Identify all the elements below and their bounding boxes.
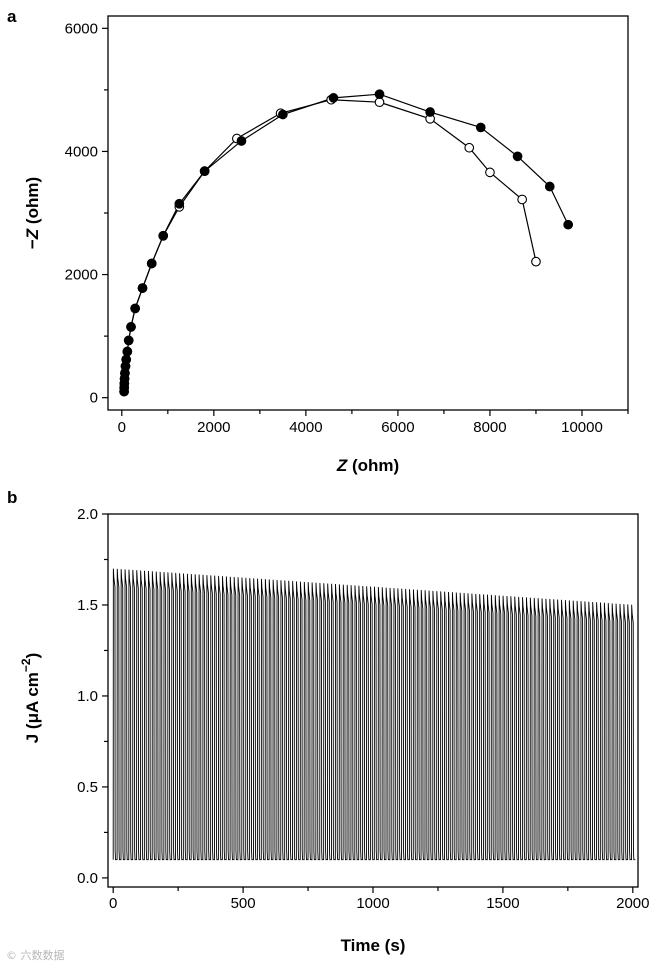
panel-a-point-filled <box>512 151 523 162</box>
panel-a-y-tick-label: 6000 <box>65 20 98 37</box>
panel-b-x-tick-label: 1000 <box>356 895 389 912</box>
panel-b-y-label-main: J (μA cm <box>23 672 42 743</box>
panel-a-point-open <box>464 142 475 153</box>
panel-a-x-ticks: 0 2000 4000 6000 8000 10000 <box>118 410 629 436</box>
panel-a-x-tick-label: 0 <box>118 419 126 436</box>
panel-a-y-label: −Z (ohm) <box>23 177 42 249</box>
panel-a-point-filled <box>425 107 435 117</box>
panel-b-series-line <box>112 568 636 861</box>
panel-a-x-tick-label: 4000 <box>289 419 322 436</box>
panel-a-point-open <box>374 97 385 108</box>
panel-a: a 0 2000 4000 6000 8000 10000 0 2000 4000 6000 Z… <box>7 7 629 475</box>
panel-a-point-filled <box>123 335 134 346</box>
panel-a-y-ticks: 0 2000 4000 6000 <box>65 20 108 407</box>
panel-a-x-tick-label: 8000 <box>473 419 506 436</box>
panel-b-x-label: Time (s) <box>341 936 406 955</box>
panel-a-x-tick-label: 2000 <box>197 419 230 436</box>
panel-a-point-filled <box>236 136 247 146</box>
panel-b-y-tick-label: 1.0 <box>77 688 98 705</box>
panel-a-point-filled <box>374 89 385 100</box>
panel-a-label: a <box>7 7 17 26</box>
panel-b-y-ticks: 0.0 0.5 1.0 1.5 2.0 <box>77 506 108 887</box>
panel-a-series-line-filled <box>123 93 569 392</box>
panel-a-y-tick-label: 2000 <box>65 267 98 284</box>
panel-a-point-filled <box>137 283 148 293</box>
panel-a-y-label-rest: (ohm) <box>23 177 42 229</box>
panel-a-point-filled <box>158 230 169 241</box>
panel-a-point-filled <box>278 109 288 120</box>
panel-a-x-label-italic: Z <box>336 456 348 475</box>
panel-b-y-label: J (μA cm−2) <box>19 653 42 744</box>
panel-a-point-filled <box>130 303 141 314</box>
panel-b-x-tick-label: 0 <box>109 895 117 912</box>
panel-a-point-filled <box>121 354 132 365</box>
panel-b-y-tick-label: 0.0 <box>77 870 98 887</box>
panel-b-y-tick-label: 0.5 <box>77 779 98 796</box>
panel-a-point-filled <box>563 219 574 230</box>
panel-a-x-tick-label: 10000 <box>561 419 603 436</box>
panel-a-point-filled <box>475 122 486 133</box>
panel-b-x-ticks: 0 500 1000 1500 2000 <box>109 887 649 912</box>
panel-a-point-filled <box>174 198 185 209</box>
watermark: © 六数数据 <box>6 949 65 962</box>
panel-a-lines <box>123 93 569 392</box>
panel-a-series-line-open <box>123 99 537 392</box>
panel-a-x-label: Z (ohm) <box>336 456 399 475</box>
panel-a-y-tick-label: 4000 <box>65 143 98 160</box>
panel-a-x-label-rest: (ohm) <box>347 456 399 475</box>
panel-a-point-filled <box>122 346 133 357</box>
panel-a-frame <box>107 15 629 411</box>
panel-a-point-filled <box>328 93 339 103</box>
panel-b-x-tick-label: 1500 <box>486 895 519 912</box>
panel-b-y-label-sup: −2 <box>19 658 33 672</box>
panel-b-label: b <box>7 488 17 507</box>
panel-a-point-filled <box>126 322 136 332</box>
panel-a-x-tick-label: 6000 <box>381 419 414 436</box>
panel-b: b 0 500 1000 1500 2000 0.0 0.5 1.0 1.5 2.0 Time … <box>7 488 649 955</box>
panel-a-y-tick-label: 0 <box>90 390 98 407</box>
panel-b-x-tick-label: 500 <box>231 895 256 912</box>
panel-a-y-label-italic: Z <box>23 228 42 240</box>
panel-b-x-tick-label: 2000 <box>616 895 649 912</box>
panel-a-markers <box>119 89 574 397</box>
panel-a-y-label-prefix: − <box>23 239 42 249</box>
panel-a-point-filled <box>544 181 555 192</box>
panel-b-y-label-close: ) <box>23 653 42 659</box>
panel-b-y-tick-label: 2.0 <box>77 506 98 523</box>
panel-a-point-open <box>531 256 541 267</box>
panel-a-point-filled <box>146 258 157 269</box>
panel-a-point-open <box>517 194 528 205</box>
panel-b-y-tick-label: 1.5 <box>77 597 98 614</box>
panel-a-point-open <box>485 167 495 178</box>
panel-a-point-filled <box>199 166 210 176</box>
